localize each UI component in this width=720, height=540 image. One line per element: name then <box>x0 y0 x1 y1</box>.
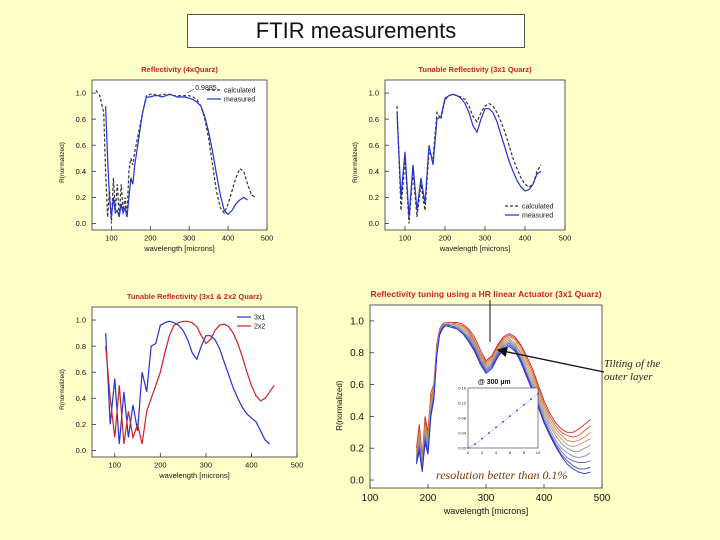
y-tick-label: 0.4 <box>76 394 86 403</box>
inset-y-tick-label: 0.00 <box>458 446 467 451</box>
y-axis-label: R(normalized) <box>352 142 359 183</box>
legend-label: 2x2 <box>254 324 265 331</box>
inset-y-tick-label: 0.04 <box>458 431 467 436</box>
series-line-measured <box>396 93 542 218</box>
y-axis-label: R(normalized) <box>335 380 344 431</box>
y-tick-label: 0.6 <box>76 141 86 150</box>
x-tick-label: 100 <box>362 493 379 504</box>
series-line-measured <box>105 93 248 218</box>
y-tick-label: 1.0 <box>350 316 364 327</box>
y-tick-label: 0.0 <box>76 219 86 228</box>
x-tick-label: 200 <box>420 493 437 504</box>
inset-x-tick-label: 2 <box>481 450 484 455</box>
y-tick-label: 0.6 <box>350 380 364 391</box>
data-label-leader <box>187 88 195 94</box>
series-line-calculated <box>95 90 256 224</box>
inset-y-tick-label: 0.12 <box>458 401 467 406</box>
inset-x-tick-label: 6 <box>509 450 512 455</box>
plot-area <box>91 306 298 458</box>
y-tick-label: 0.4 <box>369 167 379 176</box>
y-axis-label: R(normalized) <box>59 142 66 183</box>
x-tick-label: 400 <box>536 493 553 504</box>
series-line-0 <box>415 322 591 457</box>
y-tick-label: 1.0 <box>369 89 379 98</box>
y-axis-label: R(normalized) <box>59 369 66 410</box>
x-tick-label: 100 <box>105 234 118 243</box>
x-axis-label: wavelength [microns] <box>158 471 229 480</box>
y-tick-label: 0.8 <box>350 348 364 359</box>
chart-3x1-quarz: Tunable Reflectivity (3x1 Quarz) 100 200 30… <box>352 65 572 253</box>
inset-y-tick-label: 0.16 <box>458 386 467 391</box>
chart-hr-actuator: Reflectivity tuning using a HR linear Ac… <box>335 289 611 516</box>
x-tick-label: 300 <box>478 493 495 504</box>
x-tick-label: 400 <box>519 234 532 243</box>
legend-label: calculated <box>522 204 554 211</box>
inset-y-tick-label: 0.08 <box>458 416 467 421</box>
legend-label: 3x1 <box>254 315 265 322</box>
x-axis-label: wavelength [microns] <box>439 244 510 253</box>
tilting-note-line2: outer layer <box>604 371 653 383</box>
x-tick-label: 300 <box>200 461 213 470</box>
chart-title: Reflectivity (4xQuarz) <box>141 65 218 74</box>
y-tick-label: 0.6 <box>76 368 86 377</box>
inset-frame <box>467 387 539 449</box>
legend-label: measured <box>224 97 255 104</box>
y-tick-label: 1.0 <box>76 89 86 98</box>
legend-label: calculated <box>224 88 256 95</box>
x-tick-label: 400 <box>222 234 235 243</box>
chart-3x1-2x2-quarz: Tunable Reflectivity (3x1 & 2x2 Quarz) 10… <box>59 292 304 480</box>
x-tick-label: 200 <box>154 461 167 470</box>
legend-label: measured <box>522 213 553 220</box>
chart-title: Tunable Reflectivity (3x1 Quarz) <box>418 65 532 74</box>
y-tick-label: 0.4 <box>76 167 86 176</box>
y-tick-label: 0.0 <box>369 219 379 228</box>
data-label: 0.9885 <box>195 85 217 92</box>
y-tick-label: 0.2 <box>76 420 86 429</box>
y-tick-label: 0.2 <box>369 193 379 202</box>
x-tick-label: 100 <box>109 461 122 470</box>
x-tick-label: 300 <box>479 234 492 243</box>
chart-4xquarz: Reflectivity (4xQuarz) 100 200 300 400 500 wav… <box>59 65 274 253</box>
x-tick-label: 400 <box>245 461 258 470</box>
x-tick-label: 500 <box>559 234 572 243</box>
x-tick-label: 500 <box>594 493 611 504</box>
y-tick-label: 0.0 <box>76 446 86 455</box>
y-tick-label: 0.0 <box>350 476 364 487</box>
chart-title: Tunable Reflectivity (3x1 & 2x2 Quarz) <box>127 292 263 301</box>
series-line-2x2 <box>105 320 275 445</box>
y-tick-label: 0.4 <box>350 412 364 423</box>
y-tick-label: 0.6 <box>369 115 379 124</box>
x-tick-label: 200 <box>439 234 452 243</box>
resolution-note: resolution better than 0.1% <box>436 468 568 482</box>
x-tick-label: 300 <box>183 234 196 243</box>
x-tick-label: 200 <box>144 234 157 243</box>
series-line-1 <box>415 322 591 460</box>
plot-area <box>384 79 566 231</box>
y-tick-label: 0.2 <box>76 193 86 202</box>
y-tick-label: 1.0 <box>76 316 86 325</box>
inset-x-tick-label: 10 <box>536 450 541 455</box>
inset-x-tick-label: 0 <box>467 450 470 455</box>
tilting-note-line1: Tilting of the <box>604 358 661 370</box>
x-axis-label: wavelength [microns] <box>443 506 529 516</box>
x-tick-label: 100 <box>399 234 412 243</box>
y-tick-label: 0.6 <box>76 115 86 124</box>
x-tick-label: 500 <box>261 234 274 243</box>
chart-title: Reflectivity tuning using a HR linear Ac… <box>370 289 601 299</box>
series-line-2 <box>415 321 591 461</box>
x-axis-label: wavelength [microns] <box>143 244 214 253</box>
series-line-3x1 <box>105 320 271 445</box>
page-title: FTIR measurements <box>187 14 525 48</box>
tilting-note: Tilting of the outer layer <box>604 358 660 384</box>
y-tick-label: 0.6 <box>369 141 379 150</box>
inset-x-tick-label: 4 <box>495 450 498 455</box>
y-tick-label: 0.8 <box>76 342 86 351</box>
y-tick-label: 0.2 <box>350 444 364 455</box>
inset-x-tick-label: 8 <box>523 450 526 455</box>
inset-title: @ 300 µm <box>478 379 511 386</box>
series-line-calculated <box>396 93 542 224</box>
series-line-8 <box>415 325 591 475</box>
x-tick-label: 500 <box>291 461 304 470</box>
